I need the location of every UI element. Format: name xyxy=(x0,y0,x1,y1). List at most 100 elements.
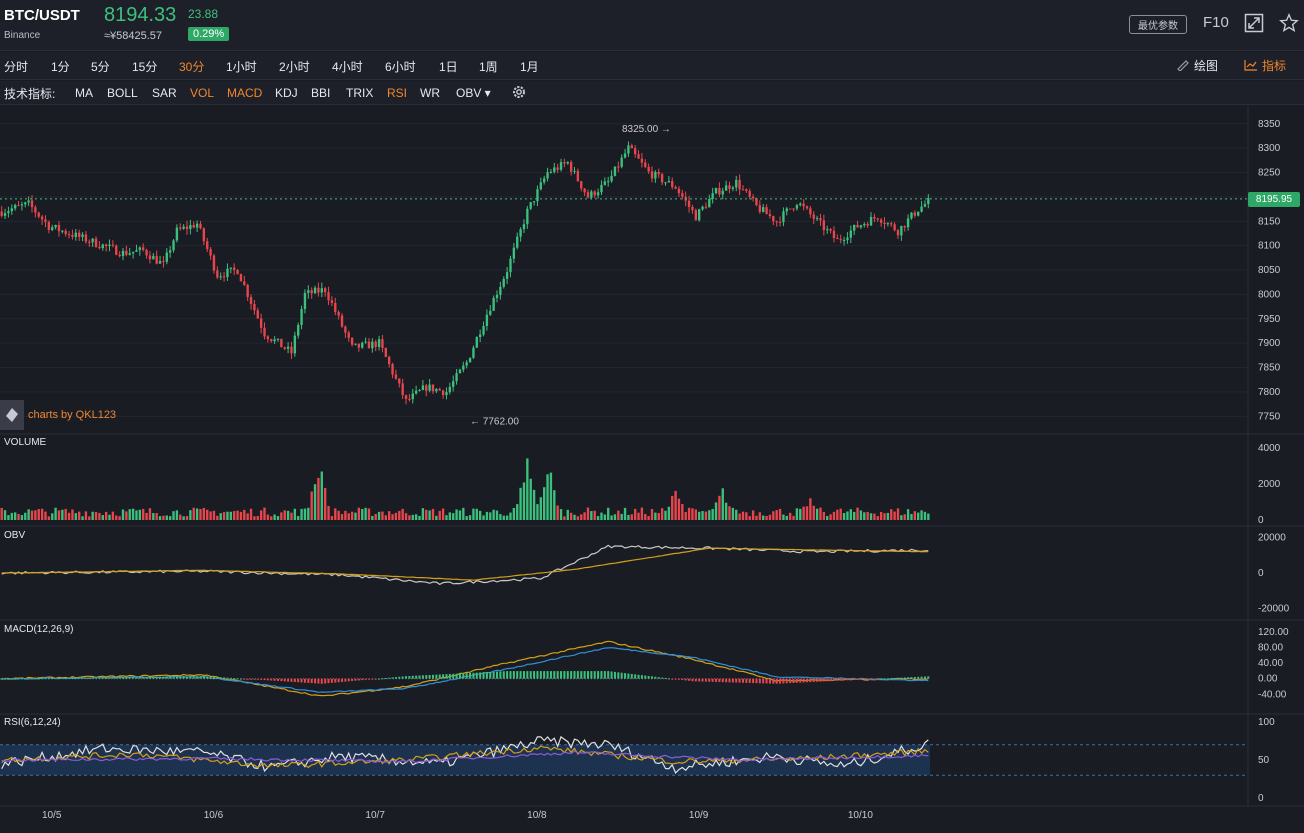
macd-histogram-bar xyxy=(654,676,657,679)
candle-body xyxy=(532,201,536,203)
candle-body xyxy=(556,167,559,170)
macd-histogram-bar xyxy=(883,678,886,680)
candle-body xyxy=(61,230,64,232)
macd-histogram-bar xyxy=(14,678,17,680)
price-tick-label: 7900 xyxy=(1258,338,1281,349)
macd-histogram-bar xyxy=(391,677,394,679)
indicator-bbi[interactable]: BBI xyxy=(311,86,331,100)
volume-bar xyxy=(3,510,7,520)
volume-bar xyxy=(418,515,421,520)
macd-histogram-bar xyxy=(155,676,158,679)
fullscreen-icon[interactable] xyxy=(1244,13,1264,33)
candle-body xyxy=(290,346,293,354)
macd-histogram-bar xyxy=(138,676,141,679)
indicator-vol[interactable]: VOL xyxy=(190,86,215,100)
price-tick-label: 7750 xyxy=(1258,411,1281,422)
volume-bar xyxy=(452,513,455,520)
candle-body xyxy=(842,239,846,241)
indicator-ma[interactable]: MA xyxy=(75,86,93,100)
volume-bar xyxy=(125,511,128,520)
volume-bar xyxy=(741,511,745,520)
macd-histogram-bar xyxy=(644,675,647,679)
ticker-header: BTC/USDT Binance 8194.33 23.88 ≈¥58425.5… xyxy=(0,0,1304,51)
macd-histogram-bar xyxy=(829,678,832,682)
indicator-obv-dropdown[interactable]: OBV ▾ xyxy=(456,86,491,100)
candle-body xyxy=(509,258,512,273)
candle-body xyxy=(472,347,475,358)
candle-body xyxy=(108,244,111,247)
volume-bar xyxy=(667,506,671,520)
volume-bar xyxy=(61,509,64,520)
macd-histogram-bar xyxy=(320,678,323,684)
period-tab[interactable]: 1分 xyxy=(51,60,70,74)
candle-body xyxy=(768,214,772,217)
candle-body xyxy=(576,170,580,182)
candle-body xyxy=(539,182,542,190)
price-tick-label: 7800 xyxy=(1258,387,1281,398)
macd-histogram-bar xyxy=(570,671,573,679)
volume-bar xyxy=(755,515,758,520)
draw-tool-button[interactable]: 绘图 xyxy=(1176,57,1218,74)
macd-histogram-bar xyxy=(809,678,812,683)
volume-bar xyxy=(687,507,691,520)
candle-body xyxy=(566,162,569,164)
best-params-button[interactable]: 最优参数 xyxy=(1129,15,1187,34)
candle-body xyxy=(421,385,425,390)
f10-button[interactable]: F10 xyxy=(1203,14,1229,31)
candle-body xyxy=(195,223,199,228)
candle-body xyxy=(687,200,691,207)
price-tick-label: 8300 xyxy=(1258,143,1281,154)
indicator-sar[interactable]: SAR xyxy=(152,86,177,100)
period-tab[interactable]: 1周 xyxy=(479,60,498,74)
volume-bar xyxy=(185,516,189,520)
chart-area[interactable]: 8350830082508200815081008050800079507900… xyxy=(0,106,1304,833)
volume-bar xyxy=(7,515,10,520)
volume-bar xyxy=(344,510,347,520)
candle-body xyxy=(381,339,384,349)
favorite-star-icon[interactable] xyxy=(1278,12,1300,34)
indicator-rsi[interactable]: RSI xyxy=(387,86,408,100)
macd-histogram-bar xyxy=(748,678,751,683)
indicator-macd[interactable]: MACD xyxy=(227,86,263,100)
indicator-wr[interactable]: WR xyxy=(420,86,440,100)
macd-histogram-bar xyxy=(226,677,229,679)
volume-bar xyxy=(51,513,54,520)
period-tab[interactable]: 5分 xyxy=(91,60,110,74)
candle-body xyxy=(270,339,273,342)
candle-body xyxy=(893,224,896,231)
period-tab[interactable]: 6小时 xyxy=(385,60,416,74)
macd-histogram-bar xyxy=(361,678,364,681)
period-tab[interactable]: 1月 xyxy=(520,60,539,74)
period-tab[interactable]: 1小时 xyxy=(226,60,257,74)
volume-bar xyxy=(71,509,74,520)
macd-histogram-bar xyxy=(684,678,687,681)
period-tab[interactable]: 15分 xyxy=(132,60,158,74)
candle-body xyxy=(809,208,812,215)
volume-bar xyxy=(714,502,718,520)
period-tab[interactable]: 分时 xyxy=(4,60,29,74)
macd-histogram-bar xyxy=(452,673,455,679)
period-tab[interactable]: 1日 xyxy=(439,60,458,74)
indicator-trix[interactable]: TRIX xyxy=(346,86,374,100)
indicator-boll[interactable]: BOLL xyxy=(107,86,138,100)
indicator-kdj[interactable]: KDJ xyxy=(275,86,298,100)
macd-histogram-bar xyxy=(367,678,370,680)
volume-bar xyxy=(303,508,307,520)
candle-body xyxy=(0,211,3,216)
candle-body xyxy=(206,241,209,250)
volume-bar xyxy=(148,508,152,520)
volume-bar xyxy=(206,509,209,520)
volume-bar xyxy=(94,511,98,520)
indicator-button[interactable]: 指标 xyxy=(1244,57,1286,74)
candle-body xyxy=(910,212,913,219)
period-tab-active[interactable]: 30分 xyxy=(179,60,205,74)
macd-histogram-bar xyxy=(765,678,768,684)
volume-bar xyxy=(869,513,873,520)
volume-bar xyxy=(637,512,640,520)
gear-icon[interactable] xyxy=(511,84,527,100)
candle-body xyxy=(883,222,886,225)
period-tab[interactable]: 4小时 xyxy=(332,60,363,74)
indicator-line xyxy=(1,640,929,697)
candle-body xyxy=(846,237,849,240)
period-tab[interactable]: 2小时 xyxy=(279,60,310,74)
